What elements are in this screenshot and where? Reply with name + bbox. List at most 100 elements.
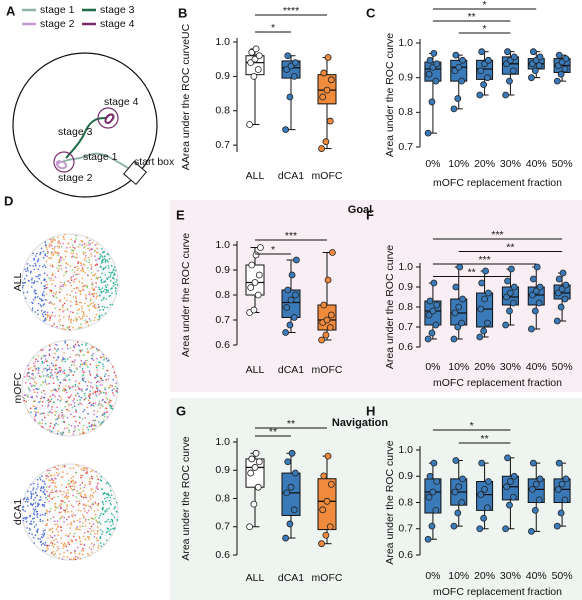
data-point xyxy=(484,74,491,82)
embedding-dot xyxy=(77,344,80,346)
embedding-dot xyxy=(81,349,83,351)
data-point xyxy=(320,472,328,480)
embedding-dot xyxy=(36,531,38,533)
box xyxy=(476,292,494,328)
embedding-dot xyxy=(39,496,42,498)
embedding-dot xyxy=(34,508,37,511)
embedding-dot xyxy=(46,274,49,277)
embedding-dot xyxy=(28,371,30,374)
embedding-dot xyxy=(98,361,100,363)
embedding-dot xyxy=(56,545,59,548)
embedding-dot xyxy=(38,277,40,280)
start-box xyxy=(123,161,147,185)
embedding-dot xyxy=(54,276,57,278)
embedding-dot xyxy=(33,418,36,421)
embedding-dot xyxy=(63,369,66,372)
embedding-dot xyxy=(81,367,84,370)
embedding-dot xyxy=(68,318,70,321)
embedding-dot xyxy=(52,491,54,494)
embedding-dot xyxy=(83,313,85,315)
embedding-dot xyxy=(101,414,104,416)
embedding-dot xyxy=(46,252,49,255)
embedding-dot xyxy=(50,518,52,520)
embedding-dot xyxy=(72,345,75,347)
embedding-dot xyxy=(112,282,115,285)
data-point xyxy=(283,66,291,73)
embedding-dot xyxy=(32,374,34,376)
embedding-dot xyxy=(30,279,33,281)
data-point xyxy=(558,285,566,293)
embedding-dot xyxy=(86,236,88,239)
embedding-dot xyxy=(52,481,55,484)
embedding-dot xyxy=(32,369,34,372)
embedding-dot xyxy=(41,371,44,373)
embedding-dot xyxy=(115,281,117,283)
embedding-dot xyxy=(51,544,54,547)
embedding-dot xyxy=(55,252,58,254)
data-point xyxy=(250,500,258,508)
embedding-dot xyxy=(107,253,109,256)
embedding-dot xyxy=(43,505,46,508)
embedding-dot xyxy=(86,406,89,409)
embedding-dot xyxy=(78,395,80,398)
y-tick-label: 1.0 xyxy=(215,239,230,251)
embedding-dot xyxy=(97,529,99,532)
embedding-dot xyxy=(41,313,44,315)
embedding-dot xyxy=(32,400,35,403)
embedding-dot xyxy=(92,295,95,298)
embedding-dot xyxy=(88,318,91,320)
embedding-dot xyxy=(67,409,70,412)
embedding-dot xyxy=(67,535,70,537)
embedding-dot xyxy=(75,527,78,529)
embedding-dot xyxy=(37,486,39,488)
embedding-dot xyxy=(61,360,63,363)
embedding-dot xyxy=(64,271,67,274)
embedding-dot xyxy=(95,364,98,367)
embedding-dot xyxy=(57,236,59,239)
embedding-dot xyxy=(86,512,88,514)
embedding-dot xyxy=(56,491,58,493)
embedding-dot xyxy=(109,280,112,282)
embedding-dot xyxy=(23,278,26,280)
embedding-dot xyxy=(35,382,38,385)
embedding-dot xyxy=(51,325,53,327)
embedding-dot xyxy=(45,293,48,295)
embedding-dot xyxy=(95,393,97,396)
embedding-dot xyxy=(59,243,61,245)
embedding-dot xyxy=(72,252,75,255)
embedding-dot xyxy=(51,272,54,275)
data-point xyxy=(562,475,570,483)
embedding-dot xyxy=(45,477,48,480)
embedding-dot xyxy=(28,388,30,390)
embedding-dot xyxy=(62,310,64,313)
data-point xyxy=(503,293,510,301)
embedding-dot xyxy=(98,381,101,383)
data-point xyxy=(459,475,466,483)
embedding-dot xyxy=(102,308,105,311)
embedding-dot xyxy=(27,364,30,367)
embedding-dot xyxy=(51,498,54,500)
data-point xyxy=(504,277,511,285)
embedding-dot xyxy=(58,240,60,242)
embedding-dot xyxy=(81,244,84,246)
embedding-dot xyxy=(65,262,67,264)
embedding-dot xyxy=(78,280,81,283)
embedding-dot xyxy=(81,343,83,346)
embedding-dot xyxy=(79,557,82,560)
embedding-dot xyxy=(46,544,49,547)
embedding-dot xyxy=(102,363,104,365)
embedding-dot xyxy=(79,474,82,477)
data-point xyxy=(318,540,326,548)
embedding-dot xyxy=(35,408,38,410)
embedding-dot xyxy=(83,409,86,411)
embedding-dot xyxy=(103,401,106,403)
embedding-dot xyxy=(41,360,43,363)
embedding-dot xyxy=(50,302,53,304)
embedding-dot xyxy=(80,543,83,545)
embedding-dot xyxy=(39,478,42,481)
embedding-dot xyxy=(63,415,65,418)
embedding-dot xyxy=(64,255,67,258)
embedding-dot xyxy=(42,265,44,268)
embedding-dot xyxy=(92,496,94,498)
embedding-dot xyxy=(100,512,102,515)
